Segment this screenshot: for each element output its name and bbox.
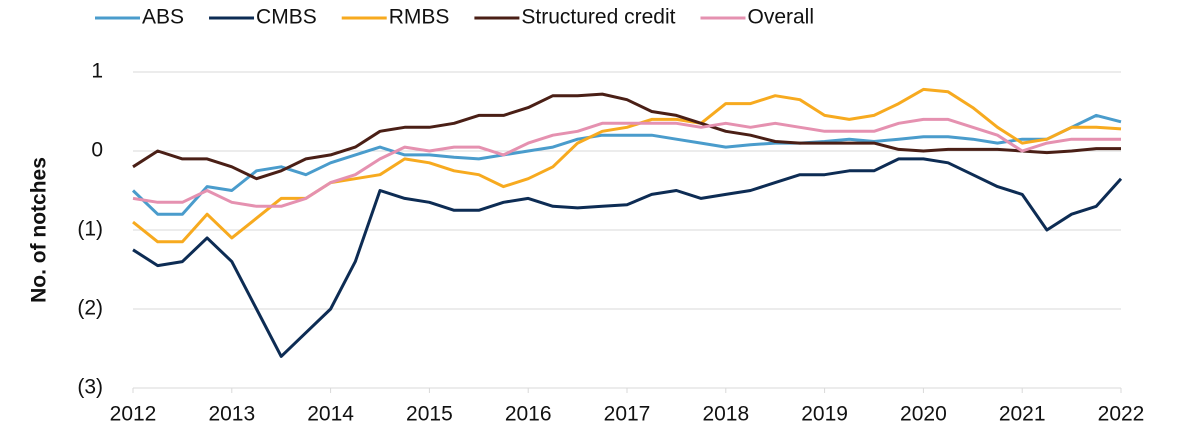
x-tick-label: 2014 (307, 403, 354, 426)
legend-label: Structured credit (521, 6, 675, 29)
x-tick-label: 2020 (900, 403, 947, 426)
series-line (132, 92, 1121, 181)
series-line (132, 87, 1122, 244)
legend-label: RMBS (389, 6, 450, 29)
legend-label: Overall (747, 6, 814, 29)
y-tick-label: 0 (91, 139, 103, 162)
x-tick-label: 2013 (208, 403, 255, 426)
x-tick-label: 2018 (702, 403, 749, 426)
y-tick-label: 1 (91, 60, 103, 83)
series-line (131, 113, 1122, 216)
legend-label: ABS (142, 6, 184, 29)
x-tick-label: 2017 (604, 403, 651, 426)
x-tick-label: 2019 (801, 403, 848, 426)
y-tick-label: (3) (77, 376, 103, 399)
x-tick-label: 2021 (999, 403, 1046, 426)
x-tick-label: 2022 (1098, 403, 1145, 426)
x-tick-label: 2016 (505, 403, 552, 426)
y-tick-label: (2) (77, 297, 103, 320)
series-line (132, 117, 1121, 208)
legend-label: CMBS (256, 6, 317, 29)
series-line (132, 157, 1123, 358)
y-tick-label: (1) (77, 218, 103, 241)
x-tick-label: 2012 (110, 403, 157, 426)
x-tick-label: 2015 (406, 403, 453, 426)
y-axis-label: No. of notches (28, 157, 51, 303)
